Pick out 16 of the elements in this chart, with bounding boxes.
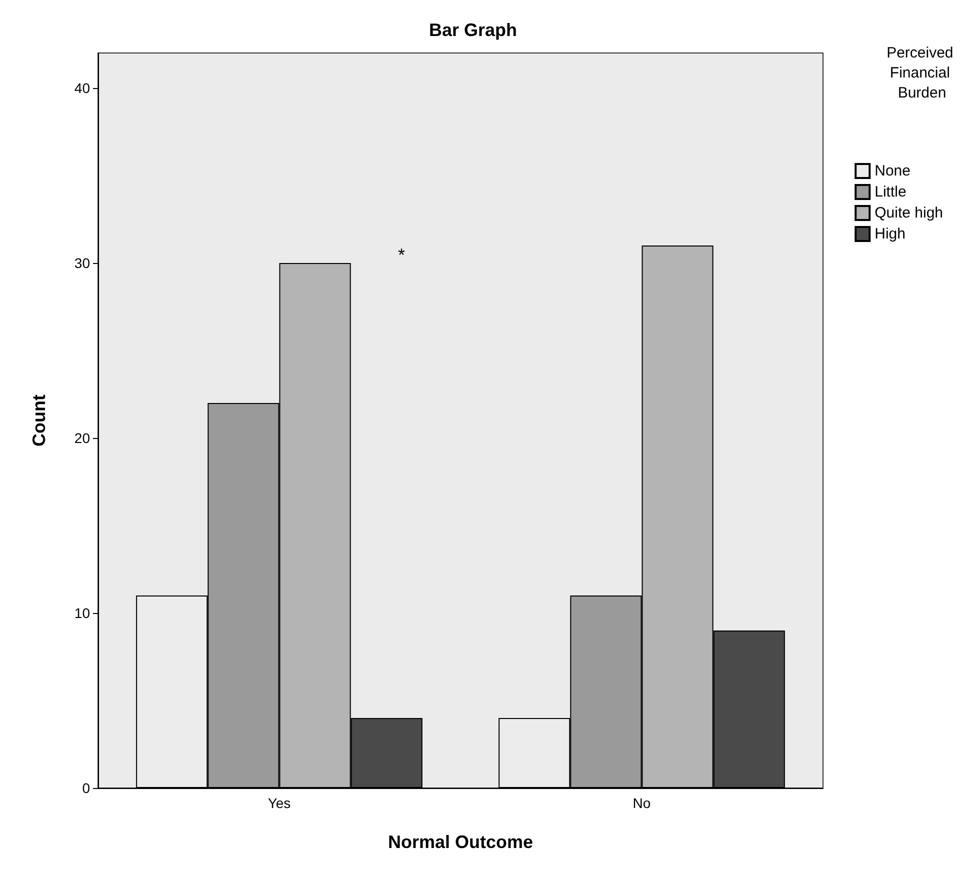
- y-tick-label: 40: [74, 80, 90, 96]
- legend-label: High: [874, 226, 906, 242]
- y-axis-title: Count: [29, 394, 49, 446]
- legend-label: Quite high: [874, 204, 944, 222]
- y-tick-label: 30: [74, 255, 90, 271]
- y-tick-label: 10: [74, 605, 90, 621]
- legend-title: Perceived Financial Burden: [886, 44, 958, 102]
- y-tick-label: 20: [74, 430, 90, 446]
- x-axis-title: Normal Outcome: [388, 832, 534, 852]
- x-tick-label: Yes: [268, 795, 291, 811]
- x-tick-label: No: [632, 795, 651, 811]
- chart-title: Bar Graph: [428, 20, 518, 40]
- annotation: *: [398, 245, 406, 265]
- legend-label: None: [874, 162, 910, 180]
- y-tick-label: 0: [82, 780, 90, 796]
- legend-label: Little: [874, 184, 906, 200]
